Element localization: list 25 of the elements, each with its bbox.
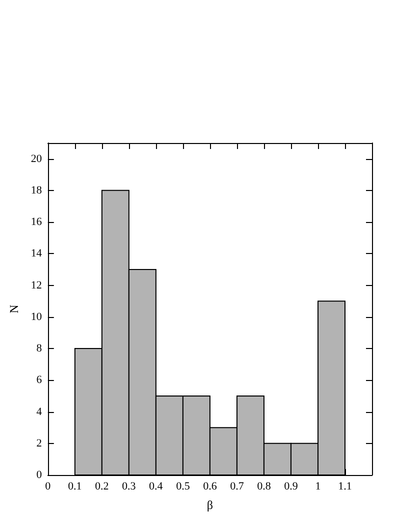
x-tick-label: 0.5	[176, 480, 190, 492]
x-tick-label: 0.4	[149, 480, 164, 492]
x-tick-label: 1	[315, 480, 321, 492]
y-tick-label: 10	[30, 310, 42, 323]
x-tick-label: 0.3	[122, 480, 136, 492]
y-tick-label: 6	[36, 374, 42, 386]
y-tick-label: 18	[30, 184, 42, 196]
x-tick-label: 0	[45, 480, 52, 492]
y-tick-label: 16	[30, 216, 42, 228]
x-tick-label: 0.6	[203, 480, 218, 492]
x-tick-label: 0.7	[230, 480, 244, 492]
y-axis-title: N	[7, 304, 21, 314]
y-tick-label: 0	[36, 469, 42, 481]
x-tick-label: 1.1	[338, 480, 352, 492]
x-tick-label: 0.1	[68, 480, 82, 492]
y-tick-label: 4	[36, 406, 42, 418]
y-tick-label: 14	[30, 248, 42, 260]
x-tick-label: 0.2	[95, 480, 109, 492]
x-tick-label: 0.8	[257, 480, 272, 492]
x-axis-title: β	[206, 498, 214, 512]
y-tick-label: 20	[30, 152, 42, 165]
y-tick-label: 2	[36, 437, 42, 450]
x-tick-label: 0.9	[284, 480, 298, 492]
y-tick-label: 12	[30, 279, 42, 292]
y-tick-label: 8	[36, 342, 42, 355]
